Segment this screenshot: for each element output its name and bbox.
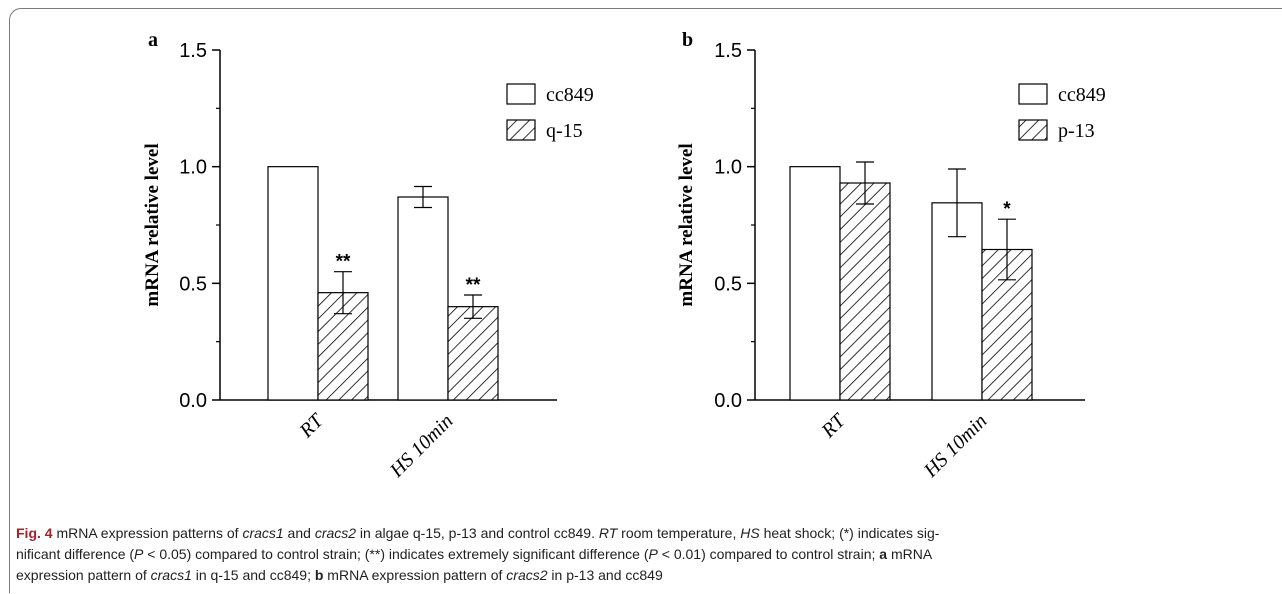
y-tick-label: 0.5	[179, 273, 207, 295]
bar-cc849-RT	[267, 166, 319, 401]
legend-label: p-13	[1058, 120, 1095, 142]
figure-svg: a 0.0 0.5 1.0 1.5 mRNA relative level ** ** RT HS…	[142, 29, 1106, 482]
y-tick-label: 1.0	[714, 157, 742, 179]
y-tick-label: 0.0	[179, 390, 207, 412]
caption-line2-part: a	[879, 546, 888, 562]
caption-line3-part: expression pattern of	[16, 567, 151, 583]
significance-mark: *	[1003, 199, 1011, 220]
legend-label: cc849	[546, 84, 594, 106]
caption-line3-part: in q-15 and cc849;	[191, 567, 315, 583]
caption-line1-part: mRNA expression patterns of	[52, 525, 243, 541]
legend-swatch-p-13	[1018, 119, 1048, 141]
caption-line3-part: b	[314, 567, 324, 583]
y-axis-label: mRNA relative level	[676, 143, 697, 306]
legend-label: q-15	[546, 120, 583, 142]
caption-line1-part: RT	[598, 525, 618, 541]
y-tick-label: 0.5	[714, 273, 742, 295]
caption-line-2: nificant difference (P < 0.05) compared …	[16, 544, 1278, 565]
significance-mark: **	[336, 252, 351, 273]
caption-line2-part: mRNA	[887, 546, 933, 562]
legend-swatch-cc849	[506, 83, 536, 105]
panel-label: a	[148, 29, 158, 51]
caption-line-1: Fig. 4 mRNA expression patterns of cracs…	[16, 523, 1278, 544]
figure-border	[9, 8, 1282, 593]
y-tick-label: 1.5	[714, 40, 742, 62]
caption-line1-part: HS	[740, 525, 760, 541]
figure-caption: Fig. 4 mRNA expression patterns of cracs…	[16, 523, 1278, 586]
x-tick-label: RT	[817, 409, 851, 443]
y-tick-label: 1.0	[179, 157, 207, 179]
bar-cc849-HS-10min	[397, 196, 449, 401]
caption-line2-part: < 0.01) compared to control strain;	[657, 546, 880, 562]
significance-mark: **	[466, 275, 481, 296]
caption-line2-part: P	[648, 546, 658, 562]
caption-line2-part: P	[134, 546, 144, 562]
caption-line1-part: heat shock; (*) indicates sig-	[759, 525, 940, 541]
panel-a: a 0.0 0.5 1.0 1.5 mRNA relative level ** ** RT HS…	[142, 29, 594, 482]
caption-line1-part: cracs1	[242, 525, 284, 541]
x-tick-label: RT	[295, 409, 329, 443]
caption-line2-part: < 0.05) compared to control strain; (**)…	[143, 546, 649, 562]
caption-line1-part: room temperature,	[617, 525, 741, 541]
caption-line3-part: in p-13 and cc849	[547, 567, 663, 583]
caption-line3-part: cracs2	[506, 567, 548, 583]
caption-line1-part: and	[283, 525, 315, 541]
caption-line1-part: cracs2	[314, 525, 357, 541]
caption-fig-label: Fig. 4	[16, 525, 53, 541]
bar-cc849-RT	[789, 166, 841, 401]
caption-line-3: expression pattern of cracs1 in q-15 and…	[16, 565, 1278, 586]
caption-line2-part: nificant difference (	[16, 546, 135, 562]
y-tick-label: 0.0	[714, 390, 742, 412]
legend-swatch-q-15	[506, 119, 536, 141]
legend-label: cc849	[1058, 84, 1106, 106]
bar-q-15-HS-10min	[447, 306, 499, 401]
panel-b: b 0.0 0.5 1.0 1.5 mRNA relative level * RT HS 10…	[676, 29, 1106, 482]
legend-swatch-cc849	[1018, 83, 1048, 105]
caption-line1-part: in algae q-15, p-13 and control cc849.	[356, 525, 599, 541]
panel-label: b	[682, 29, 693, 51]
y-axis-label: mRNA relative level	[142, 143, 163, 306]
x-tick-label: HS 10min	[385, 410, 457, 482]
bar-p-13-RT	[839, 182, 891, 401]
caption-line3-part: cracs1	[150, 567, 192, 583]
x-tick-label: HS 10min	[919, 410, 991, 482]
caption-line3-part: mRNA expression pattern of	[323, 567, 507, 583]
y-tick-label: 1.5	[179, 40, 207, 62]
